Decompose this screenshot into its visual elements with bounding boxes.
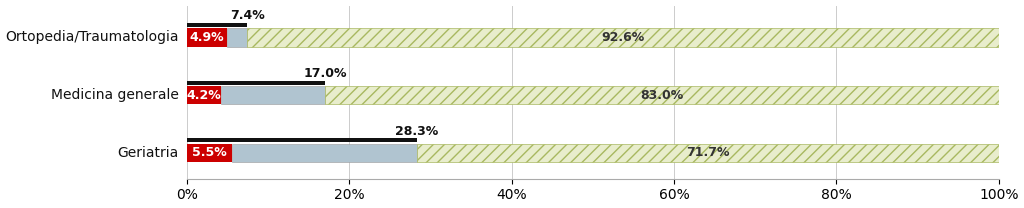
Bar xyxy=(231,144,417,162)
Text: Ortopedia/Traumatologia: Ortopedia/Traumatologia xyxy=(5,30,179,44)
Text: 4.9%: 4.9% xyxy=(189,31,224,44)
Text: 17.0%: 17.0% xyxy=(303,67,347,80)
Text: 4.2%: 4.2% xyxy=(186,89,221,102)
Bar xyxy=(221,86,325,104)
Bar xyxy=(247,28,998,47)
Text: 28.3%: 28.3% xyxy=(395,125,438,138)
Bar xyxy=(325,86,998,104)
Bar xyxy=(417,144,998,162)
Bar xyxy=(187,138,417,142)
Bar xyxy=(187,144,231,162)
Text: 92.6%: 92.6% xyxy=(601,31,644,44)
Bar xyxy=(226,28,247,47)
Bar xyxy=(187,80,325,85)
Text: Geriatria: Geriatria xyxy=(118,146,179,160)
Text: 83.0%: 83.0% xyxy=(640,89,683,102)
Text: Medicina generale: Medicina generale xyxy=(51,88,179,102)
Bar xyxy=(187,28,226,47)
Bar xyxy=(187,23,247,27)
Bar xyxy=(187,86,221,104)
Text: 5.5%: 5.5% xyxy=(191,146,226,159)
Text: 7.4%: 7.4% xyxy=(229,9,264,22)
Text: 71.7%: 71.7% xyxy=(686,146,729,159)
